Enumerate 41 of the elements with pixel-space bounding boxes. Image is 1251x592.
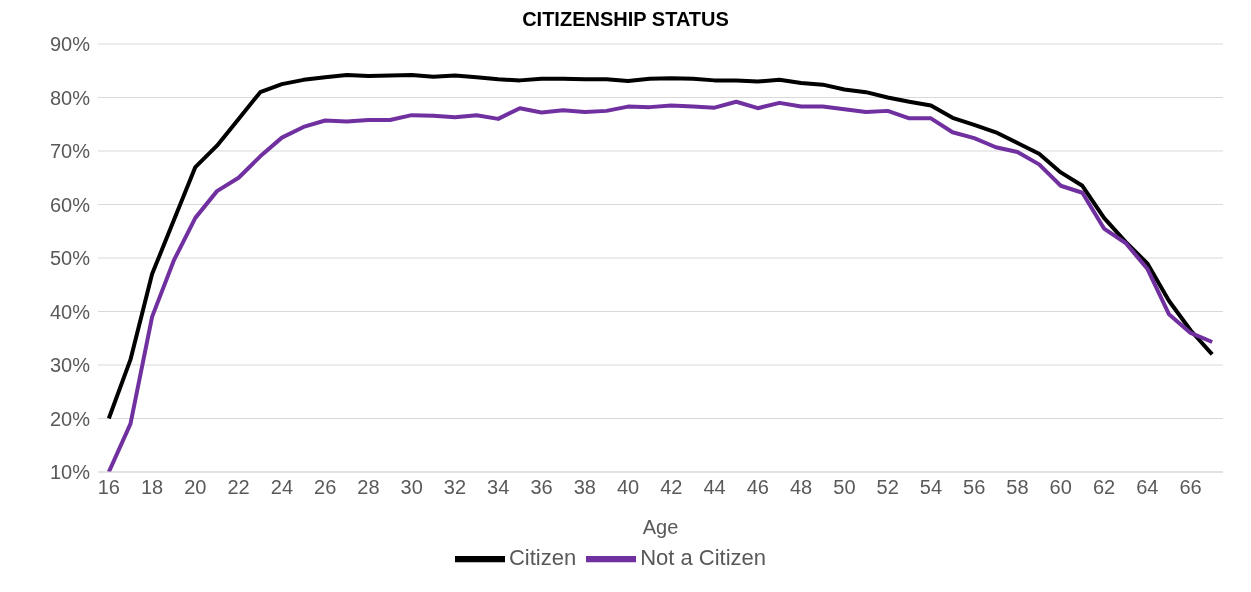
x-tick-label: 26: [314, 476, 337, 499]
x-tick-label: 58: [1006, 476, 1029, 499]
y-tick-label: 30%: [49, 354, 91, 377]
x-tick-label: 48: [790, 476, 813, 499]
x-tick-label: 34: [487, 476, 510, 499]
legend-label: Citizen: [508, 544, 577, 570]
y-tick-label: 70%: [49, 140, 91, 163]
y-tick-label: 20%: [49, 407, 91, 430]
line-series: [106, 73, 1215, 421]
x-tick-label: 38: [573, 476, 596, 499]
x-tick-label: 36: [530, 476, 553, 499]
x-tick-label: 24: [270, 476, 294, 499]
chart-title: CITIZENSHIP STATUS: [521, 8, 730, 32]
x-tick-label: 60: [1049, 476, 1072, 499]
y-tick-label: 10%: [49, 461, 91, 484]
y-tick-label: 90%: [49, 33, 91, 56]
x-axis-title: Age: [642, 516, 679, 538]
x-tick-label: 64: [1136, 476, 1159, 499]
y-tick-label: 40%: [49, 300, 91, 323]
x-tick-label: 30: [400, 476, 423, 499]
y-tick-label: 50%: [49, 247, 91, 270]
x-tick-label: 32: [443, 476, 467, 499]
x-tick-label: 40: [616, 476, 640, 499]
x-tick-label: 22: [227, 476, 250, 499]
x-tick-label: 44: [703, 476, 726, 499]
x-tick-label: 28: [357, 476, 380, 499]
x-tick-label: 16: [97, 476, 120, 499]
y-tick-label: 60%: [49, 193, 91, 216]
x-tick-label: 54: [919, 476, 943, 499]
x-tick-label: 56: [963, 476, 986, 499]
x-tick-label: 42: [660, 476, 683, 499]
legend-label: Not a Citizen: [640, 544, 767, 570]
x-tick-label: 46: [746, 476, 769, 499]
x-tick-label: 52: [876, 476, 899, 499]
x-tick-label: 62: [1092, 476, 1116, 499]
x-tick-label: 50: [833, 476, 856, 499]
x-tick-label: 20: [184, 476, 207, 499]
line-series: [106, 99, 1215, 472]
y-tick-label: 80%: [49, 86, 91, 109]
x-tick-label: 18: [140, 476, 164, 499]
x-tick-label: 66: [1179, 476, 1202, 499]
